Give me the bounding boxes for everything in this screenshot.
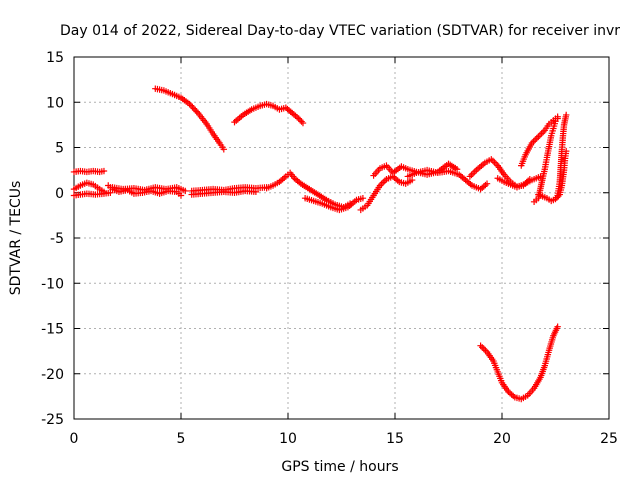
series-arc-c [70, 189, 114, 199]
data-point [539, 128, 547, 136]
series-arc-s [535, 147, 570, 205]
data-point [563, 111, 570, 119]
data-point [186, 100, 193, 108]
x-axis-label: GPS time / hours [281, 459, 398, 475]
y-tick-label: -5 [50, 231, 64, 247]
data-point [299, 119, 307, 127]
series-arc-j [263, 169, 354, 211]
data-point [552, 195, 559, 203]
data-point [298, 118, 305, 125]
axis-ticks [73, 56, 610, 420]
data-point [489, 157, 497, 165]
data-point [378, 180, 385, 188]
data-point [296, 116, 304, 124]
y-tick-label: 5 [55, 141, 64, 157]
y-tick-label: -25 [41, 412, 64, 428]
y-tick-label: -10 [41, 276, 64, 292]
series-arc-u [477, 323, 561, 403]
y-tick-label: -15 [41, 322, 64, 338]
series-arc-n [404, 166, 491, 193]
data-point [535, 133, 542, 140]
x-tick-label: 15 [386, 431, 404, 447]
y-tick-label: 10 [46, 95, 64, 111]
y-tick-label: 15 [46, 50, 64, 66]
data-point [107, 189, 114, 196]
data-point [177, 192, 185, 199]
data-point [531, 136, 539, 144]
data-point [189, 103, 196, 111]
data-point [469, 170, 477, 177]
data-marks [70, 85, 570, 403]
data-point [538, 130, 545, 137]
data-point [480, 345, 488, 353]
data-point [492, 160, 500, 168]
data-point [477, 342, 484, 349]
chart-title: Day 014 of 2022, Sidereal Day-to-day VTE… [60, 23, 620, 39]
data-point [483, 180, 491, 187]
series-arc-a [70, 167, 108, 176]
series-arc-t [554, 111, 570, 199]
series-arc-k [301, 194, 367, 214]
series-arc-b [70, 179, 108, 196]
series-arc-i [231, 100, 307, 127]
data-point [536, 131, 544, 139]
series-arc-q [518, 113, 561, 169]
data-point [190, 105, 198, 112]
y-tick-label: -20 [41, 367, 64, 383]
data-point [252, 188, 260, 196]
y-axis-label: SDTVAR / TECUs [8, 181, 24, 296]
data-point [187, 102, 195, 109]
data-point [295, 115, 302, 122]
data-point [220, 146, 227, 153]
data-point [192, 106, 199, 114]
y-tick-label: 0 [55, 186, 64, 202]
grid-lines [74, 57, 609, 419]
data-point [100, 167, 108, 175]
x-tick-label: 5 [177, 431, 186, 447]
data-point [479, 344, 486, 351]
series-arc-l [357, 173, 416, 214]
x-tick-label: 20 [493, 431, 511, 447]
tick-labels: 0 5 10 15 20 25 -25 -20 -15 -10 -5 0 5 10 15 [41, 50, 618, 447]
data-point [182, 187, 189, 195]
data-point [468, 171, 475, 179]
data-point [533, 135, 540, 142]
data-point [380, 179, 387, 186]
data-point [193, 108, 200, 115]
x-tick-label: 25 [600, 431, 618, 447]
series-arc-h [188, 187, 260, 198]
x-tick-label: 10 [279, 431, 297, 447]
series-arc-f [152, 85, 227, 153]
x-tick-label: 0 [70, 431, 79, 447]
data-point [554, 323, 561, 330]
data-point [554, 115, 561, 122]
data-point [408, 176, 416, 184]
data-point [471, 168, 478, 175]
data-point [482, 347, 489, 354]
data-point [359, 194, 367, 202]
series-arc-e [109, 184, 189, 195]
